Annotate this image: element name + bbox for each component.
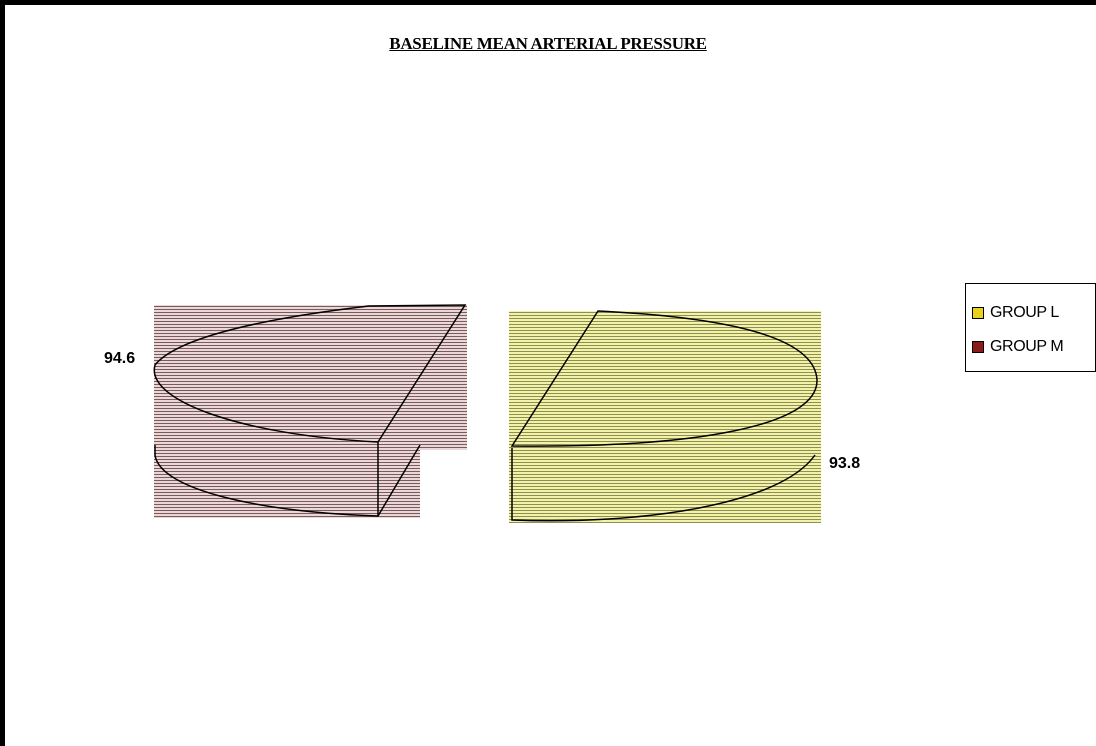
- legend-swatch-group-m: [972, 341, 984, 353]
- slice-group-m-side-edge: [154, 442, 421, 517]
- slice-group-l-side-edge: [511, 448, 816, 522]
- slice-group-m: [153, 304, 467, 518]
- legend-item-group-m: GROUP M: [972, 336, 1064, 358]
- legend-item-group-l: GROUP L: [972, 302, 1059, 324]
- slice-group-l-fill: [509, 311, 821, 523]
- legend-swatch-group-l: [972, 307, 984, 319]
- data-label-group-l: 93.8: [829, 455, 861, 472]
- chart-title: BASELINE MEAN ARTERIAL PRESSURE: [389, 34, 707, 53]
- legend: GROUP L GROUP M: [965, 283, 1096, 372]
- legend-label-group-m: GROUP M: [990, 338, 1064, 355]
- slice-group-m-fill: [154, 305, 467, 518]
- slice-group-l-top-edge: [510, 310, 818, 447]
- data-label-group-m: 94.6: [104, 350, 136, 367]
- legend-label-group-l: GROUP L: [990, 304, 1059, 321]
- slice-group-l: [509, 310, 821, 523]
- slice-group-m-top-edge: [153, 304, 467, 443]
